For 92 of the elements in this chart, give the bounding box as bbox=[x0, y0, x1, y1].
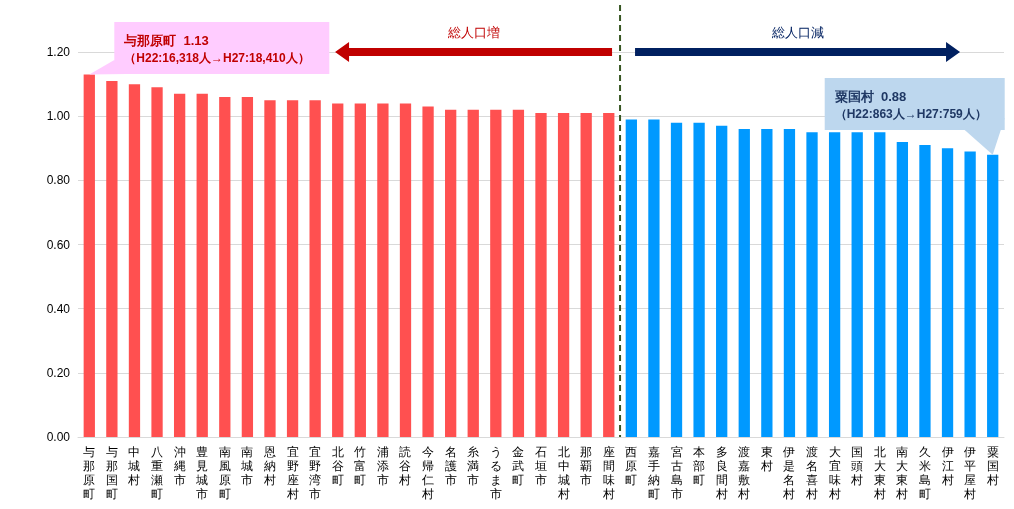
bar bbox=[738, 129, 750, 437]
x-tick-label: 北中城村 bbox=[556, 445, 570, 501]
x-tick-label: 竹富町 bbox=[354, 445, 367, 487]
x-tick-label: 宜野座村 bbox=[285, 445, 299, 501]
annotation: 粟国村 0.88 （H22:863人→H27:759人） bbox=[834, 88, 987, 121]
y-tick-label: 0.00 bbox=[46, 430, 71, 444]
bar bbox=[422, 106, 434, 437]
x-tick-label: 那覇市 bbox=[580, 445, 593, 487]
bar bbox=[219, 96, 231, 437]
y-tick-label: 0.80 bbox=[46, 173, 71, 188]
bar bbox=[716, 125, 728, 437]
bar bbox=[761, 129, 773, 437]
x-tick-label: 伊平屋村 bbox=[963, 445, 977, 501]
bar bbox=[332, 103, 344, 437]
bar bbox=[828, 132, 841, 437]
bar bbox=[874, 132, 886, 437]
bar bbox=[106, 80, 118, 437]
x-tick-label: 北大東村 bbox=[872, 445, 886, 501]
bar bbox=[264, 100, 276, 437]
bar bbox=[896, 141, 909, 437]
annotation: 総人口増 bbox=[446, 25, 500, 41]
x-tick-label: 渡嘉敷村 bbox=[737, 445, 751, 501]
bar bbox=[445, 109, 457, 437]
x-tick-label: 読谷村 bbox=[398, 445, 412, 487]
bar bbox=[286, 100, 299, 437]
bar bbox=[241, 96, 254, 437]
x-tick-label: 久米島町 bbox=[918, 445, 931, 501]
bar bbox=[173, 93, 186, 437]
x-tick-label: 沖縄市 bbox=[172, 445, 186, 487]
y-tick-label: 0.40 bbox=[46, 301, 71, 316]
x-tick-label: 南城市 bbox=[240, 445, 254, 487]
bar bbox=[941, 148, 954, 437]
bar bbox=[377, 103, 389, 437]
x-tick-label: 与那原町 bbox=[83, 445, 96, 501]
bar bbox=[467, 109, 479, 437]
x-tick-label: 今帰仁村 bbox=[421, 445, 435, 501]
x-tick-label: うるま市 bbox=[489, 445, 502, 501]
y-tick-label: 0.60 bbox=[46, 237, 71, 252]
bar bbox=[603, 113, 615, 437]
bar bbox=[919, 145, 931, 437]
x-tick-label: 南大東村 bbox=[895, 445, 909, 501]
bar bbox=[580, 113, 592, 437]
x-tick-label: 豊見城市 bbox=[195, 445, 209, 501]
bar bbox=[693, 122, 705, 437]
x-tick-label: 宜野湾市 bbox=[309, 445, 322, 501]
y-tick-label: 0.20 bbox=[46, 365, 71, 380]
x-tick-label: 国頭村 bbox=[850, 445, 864, 487]
bar bbox=[151, 87, 163, 437]
x-tick-label: 北谷町 bbox=[331, 445, 344, 487]
x-tick-label: 与那国町 bbox=[105, 445, 118, 501]
bar bbox=[851, 132, 863, 437]
x-tick-label: 八重瀬町 bbox=[151, 445, 164, 501]
y-tick-label: 1.20 bbox=[46, 45, 71, 60]
x-tick-label: 伊是名村 bbox=[782, 445, 796, 501]
annotation: 総人口減 bbox=[770, 25, 824, 41]
bar bbox=[128, 84, 141, 437]
annotation: 与那原町 1.13 （H22:16,318人→H27:18,410人） bbox=[123, 32, 310, 65]
x-tick-label: 本部町 bbox=[693, 445, 706, 487]
x-tick-label: 金武町 bbox=[512, 445, 525, 487]
x-tick-label: 伊江村 bbox=[940, 445, 954, 487]
bar bbox=[648, 119, 660, 437]
bar bbox=[309, 100, 321, 437]
bar bbox=[535, 113, 547, 437]
bar bbox=[512, 109, 525, 437]
bar bbox=[490, 109, 502, 437]
bar bbox=[783, 129, 796, 437]
x-tick-label: 名護市 bbox=[444, 445, 457, 487]
x-tick-label: 糸満市 bbox=[467, 445, 480, 487]
x-tick-label: 嘉手納町 bbox=[647, 445, 660, 501]
y-tick-label: 1.00 bbox=[46, 109, 71, 124]
x-tick-label: 中城村 bbox=[127, 445, 141, 487]
bar bbox=[557, 113, 570, 437]
bar bbox=[625, 119, 637, 437]
bar bbox=[806, 132, 818, 437]
x-tick-label: 東村 bbox=[759, 445, 773, 473]
bar bbox=[670, 122, 683, 437]
bar bbox=[354, 103, 366, 437]
bar bbox=[964, 151, 976, 437]
x-tick-label: 大宜味村 bbox=[827, 445, 841, 501]
x-tick-label: 多良間村 bbox=[714, 445, 728, 501]
x-tick-label: 宮古島市 bbox=[670, 445, 683, 501]
x-tick-label: 渡名喜村 bbox=[805, 445, 819, 501]
x-tick-label: 浦添市 bbox=[376, 445, 389, 487]
x-tick-label: 西原町 bbox=[625, 445, 638, 487]
bar bbox=[399, 103, 412, 437]
x-tick-label: 座間味村 bbox=[601, 445, 615, 501]
bar bbox=[987, 154, 999, 437]
x-tick-label: 恩納村 bbox=[262, 445, 276, 487]
x-tick-label: 粟国村 bbox=[985, 445, 999, 487]
x-tick-label: 南風原町 bbox=[218, 445, 231, 501]
x-tick-label: 石垣市 bbox=[534, 445, 547, 487]
bar bbox=[196, 93, 208, 437]
